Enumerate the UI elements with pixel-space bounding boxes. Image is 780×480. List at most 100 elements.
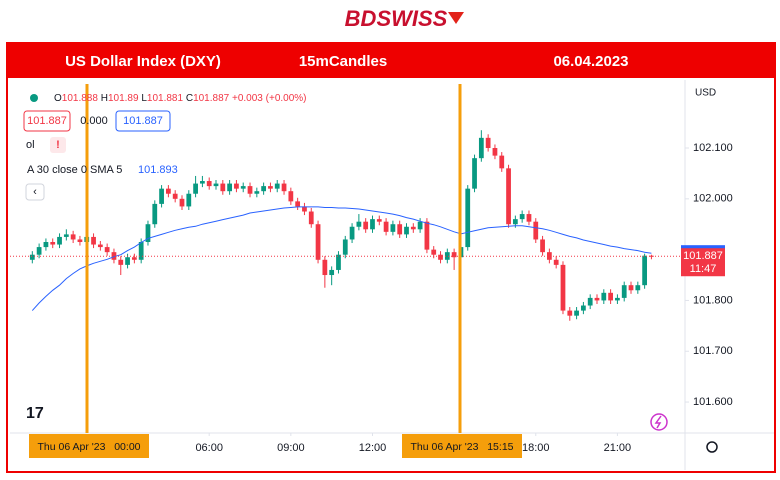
candle-body [478,137,484,159]
candle-body [546,252,552,260]
sma-line [31,206,652,311]
candle-body [104,247,110,253]
collapse-icon: ‹ [33,186,37,198]
candle-body [111,252,117,260]
header-date: 06.04.2023 [553,53,628,70]
candle-body [213,183,219,187]
candle-body [329,269,335,276]
candle-body [240,186,246,189]
candle-body [36,247,42,255]
candle-body [376,219,382,222]
candle-body [424,221,430,250]
logo-swiss: SWISS [376,6,447,31]
candle-body [166,188,171,194]
candle-body [322,259,328,276]
candle-body [159,188,164,204]
candle-body [152,203,158,225]
candle-body [342,239,348,255]
candle-body [567,310,573,316]
candle-body [485,137,491,149]
candle-body [261,186,267,192]
sell-button[interactable] [23,110,71,132]
y-tick-label: 102.100 [693,142,733,154]
candle-body [465,188,471,248]
candle-body [601,292,607,301]
x-tick-label: 12:00 [359,442,387,454]
header-title: US Dollar Index (DXY) [65,53,221,70]
sell-price: 101.887 [27,115,67,127]
candle-body [390,224,396,232]
logo: BDSWISS [345,6,448,31]
candle-body [302,206,307,212]
ohlc-key: C [186,93,193,104]
last-price-label: 101.887 [683,250,723,262]
candle-body [472,158,477,189]
candle-body [234,183,239,189]
candle-body [499,155,505,169]
ohlc-value: 101.888 [62,93,99,104]
y-tick-label: 101.700 [693,345,733,357]
candle-body [295,201,301,207]
candle-body [615,297,620,301]
candle-body [397,224,403,235]
alert-mark: ! [56,139,60,151]
candle-body [621,285,627,298]
crosshair-label: Thu 06 Apr '23 00:00 [38,441,141,453]
candle-body [444,252,450,260]
alert-icon[interactable] [50,137,66,153]
candle-body [193,183,198,194]
lightning-icon[interactable] [650,413,668,431]
ohlc-value: 101.887 [193,93,230,104]
status-dot [30,94,38,102]
candle-body [512,219,518,225]
crosshair-label-box [29,434,149,458]
settings-icon[interactable] [706,441,718,453]
frame [6,42,776,473]
candle-body [628,285,634,291]
candle-body [247,186,253,194]
tv-logo: 17 [26,405,44,422]
lightning-bolt [654,415,662,429]
candle-body [220,183,226,192]
candle-body [179,198,185,207]
countdown-label: 11:47 [690,263,717,275]
candle-body [404,226,409,235]
candle-body [370,219,375,230]
candle-body [336,254,341,270]
candle-body [63,234,69,237]
candle-body [594,297,600,301]
candle-body [356,221,362,227]
ohlc-key: L [141,93,147,104]
candle-body [50,242,56,245]
y-tick-label: 101.800 [693,294,733,306]
ohlc-change: +0.003 (+0.00%) [232,93,307,104]
candle-body [281,183,287,192]
candle-body [308,211,314,225]
ohlc-key: H [101,93,108,104]
candle-body [581,305,586,311]
spread: 0.000 [80,115,108,127]
candle-body [587,297,593,306]
candle-body [560,264,566,311]
currency: USD [695,88,716,99]
x-tick-label: 18:00 [522,442,550,454]
candle-body [431,249,437,255]
ohlc-key: O [54,93,62,104]
candle-body [349,226,355,240]
candle-body [540,239,545,253]
logo-flag [448,12,464,24]
candle-body [186,193,192,207]
collapse-button[interactable] [25,183,45,201]
indicator-value: 101.893 [138,164,178,176]
indicator-name: A 30 close 0 SMA 5 [27,164,122,176]
ohlc-legend: O101.888 H101.89 L101.881 C101.887 +0.00… [54,93,307,104]
buy-button[interactable] [115,110,171,132]
candle-body [57,236,62,245]
crosshair-label-box [402,434,522,458]
candle-body [138,242,144,260]
candle-body [70,234,76,240]
candle-body [533,221,539,240]
candle-body [574,310,579,316]
